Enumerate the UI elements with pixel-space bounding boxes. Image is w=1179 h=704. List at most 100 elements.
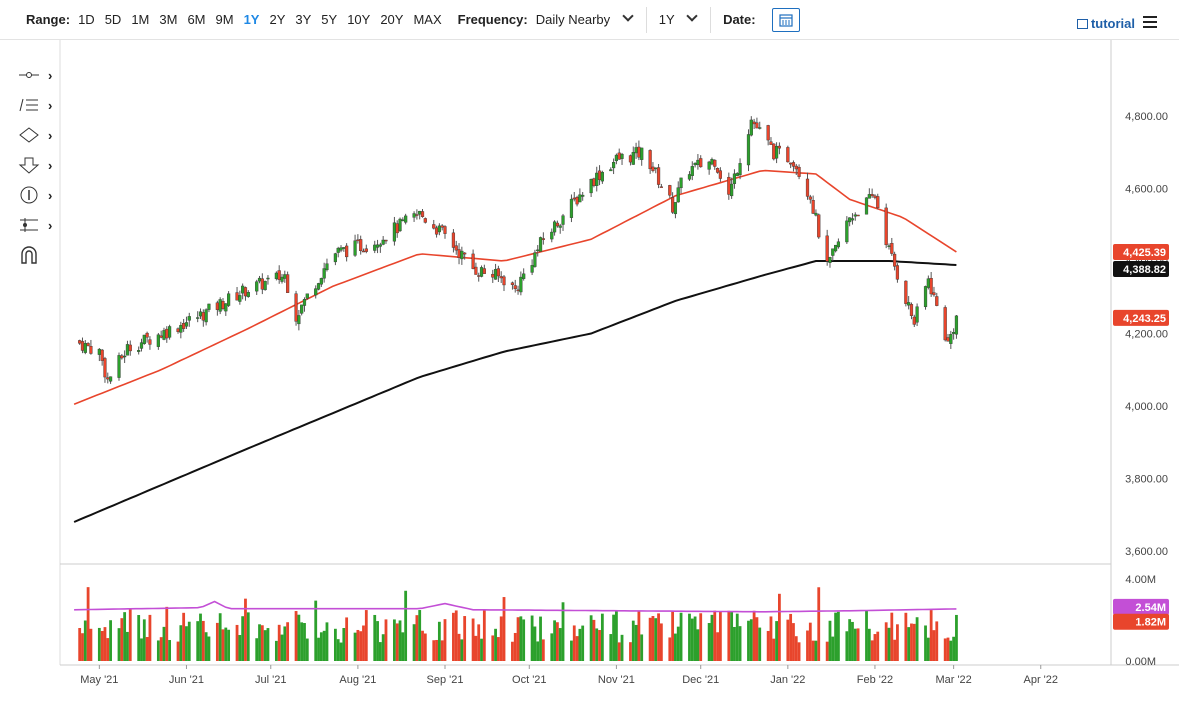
volume-bar bbox=[553, 620, 556, 661]
candle-body bbox=[182, 323, 186, 329]
volume-bar bbox=[674, 633, 677, 661]
volume-bar bbox=[145, 637, 149, 661]
volume-bar bbox=[305, 638, 309, 661]
period-dropdown[interactable]: 1Y bbox=[658, 10, 710, 27]
candle-body bbox=[493, 269, 498, 280]
time-tick-label: Feb '22 bbox=[857, 674, 893, 686]
volume-bar bbox=[474, 635, 478, 661]
volume-bar bbox=[393, 619, 396, 661]
candle-body bbox=[825, 235, 829, 262]
candle-body bbox=[103, 358, 107, 378]
candle-body bbox=[558, 225, 562, 228]
candle-body bbox=[946, 337, 950, 342]
number-tool-button[interactable]: › bbox=[18, 180, 58, 210]
range-button-5y[interactable]: 5Y bbox=[321, 12, 338, 27]
candle-body bbox=[640, 147, 644, 160]
candle-body bbox=[345, 245, 349, 258]
range-button-20y[interactable]: 20Y bbox=[380, 12, 404, 27]
volume-bar bbox=[280, 634, 284, 661]
fib-tool-button[interactable]: › bbox=[18, 90, 58, 120]
volume-bar bbox=[539, 616, 542, 661]
range-button-1d[interactable]: 1D bbox=[78, 12, 95, 27]
volume-bar bbox=[837, 611, 840, 661]
volume-bar bbox=[364, 610, 368, 661]
volume-bar bbox=[755, 617, 759, 661]
volume-bars bbox=[78, 587, 958, 661]
candle-body bbox=[381, 239, 385, 245]
volume-bar bbox=[137, 615, 141, 661]
volume-bar bbox=[932, 630, 936, 661]
range-button-3m[interactable]: 3M bbox=[159, 12, 178, 27]
range-button-2y[interactable]: 2Y bbox=[269, 12, 286, 27]
candle-body bbox=[260, 278, 264, 290]
candle-body bbox=[575, 197, 579, 205]
candle-body bbox=[516, 289, 520, 292]
range-button-9m[interactable]: 9M bbox=[215, 12, 234, 27]
candle-body bbox=[336, 247, 340, 253]
candle-body bbox=[243, 287, 248, 297]
volume-bar bbox=[421, 630, 424, 661]
candle-body bbox=[569, 198, 574, 218]
range-button-max[interactable]: MAX bbox=[413, 12, 442, 27]
ma200-last-value-bg bbox=[1113, 260, 1169, 277]
candle-body bbox=[128, 344, 132, 352]
candle-body bbox=[550, 231, 554, 240]
volume-bar bbox=[263, 630, 267, 661]
candle-body bbox=[907, 302, 911, 306]
candle-body bbox=[797, 166, 801, 177]
volume-bar bbox=[946, 637, 950, 661]
range-button-1m[interactable]: 1M bbox=[131, 12, 150, 27]
candle-body bbox=[246, 292, 250, 297]
volume-bar bbox=[845, 631, 849, 661]
candle-body bbox=[755, 122, 759, 129]
volume-bar bbox=[572, 625, 576, 661]
candle-body bbox=[954, 315, 959, 335]
candle-body bbox=[746, 134, 751, 166]
close-last-value-bg bbox=[1113, 309, 1169, 326]
volume-bar bbox=[511, 641, 514, 661]
volume-bar bbox=[578, 628, 582, 661]
candle-body bbox=[227, 293, 231, 306]
volume-bar bbox=[78, 628, 82, 661]
range-button-5d[interactable]: 5D bbox=[104, 12, 122, 27]
candle-body bbox=[491, 273, 495, 278]
arrow-tool-button[interactable]: › bbox=[18, 150, 58, 180]
volume-bar bbox=[794, 636, 798, 661]
calendar-button[interactable] bbox=[771, 7, 800, 32]
range-button-10y[interactable]: 10Y bbox=[347, 12, 371, 27]
candle-body bbox=[923, 286, 928, 308]
volume-bar bbox=[471, 618, 475, 661]
candle-body bbox=[460, 250, 464, 260]
volume-bar bbox=[718, 611, 722, 661]
candle-body bbox=[687, 174, 692, 180]
candle-body bbox=[207, 303, 211, 310]
volume-bar bbox=[541, 639, 545, 661]
measure-tool-button[interactable]: › bbox=[18, 210, 58, 240]
magnet-icon bbox=[21, 246, 37, 264]
range-button-3y[interactable]: 3Y bbox=[295, 12, 312, 27]
line-tool-button[interactable]: › bbox=[18, 60, 58, 90]
shape-tool-button[interactable]: › bbox=[18, 120, 58, 150]
volume-bar bbox=[710, 614, 714, 661]
period-value: 1Y bbox=[658, 12, 675, 27]
menu-icon[interactable] bbox=[1143, 13, 1157, 31]
candle-body bbox=[904, 280, 908, 304]
candle-body bbox=[280, 276, 284, 282]
candle-body bbox=[654, 167, 658, 170]
range-button-1y[interactable]: 1Y bbox=[243, 12, 260, 27]
range-button-6m[interactable]: 6M bbox=[187, 12, 206, 27]
candle-body bbox=[263, 280, 267, 291]
candle-body bbox=[201, 312, 205, 321]
tutorial-link[interactable]: tutorial bbox=[1076, 16, 1135, 31]
candle-body bbox=[325, 263, 329, 271]
ma50-last-value: 4,425.39 bbox=[1123, 247, 1166, 259]
measure-tool-icon bbox=[20, 218, 38, 232]
volume-bar bbox=[817, 587, 821, 661]
volume-bar bbox=[196, 621, 200, 661]
candle-body bbox=[777, 145, 782, 149]
frequency-dropdown[interactable]: Daily Nearby bbox=[536, 10, 646, 27]
volume-bar bbox=[884, 622, 888, 661]
candle-body bbox=[769, 141, 773, 145]
magnet-tool-button[interactable] bbox=[18, 240, 58, 270]
